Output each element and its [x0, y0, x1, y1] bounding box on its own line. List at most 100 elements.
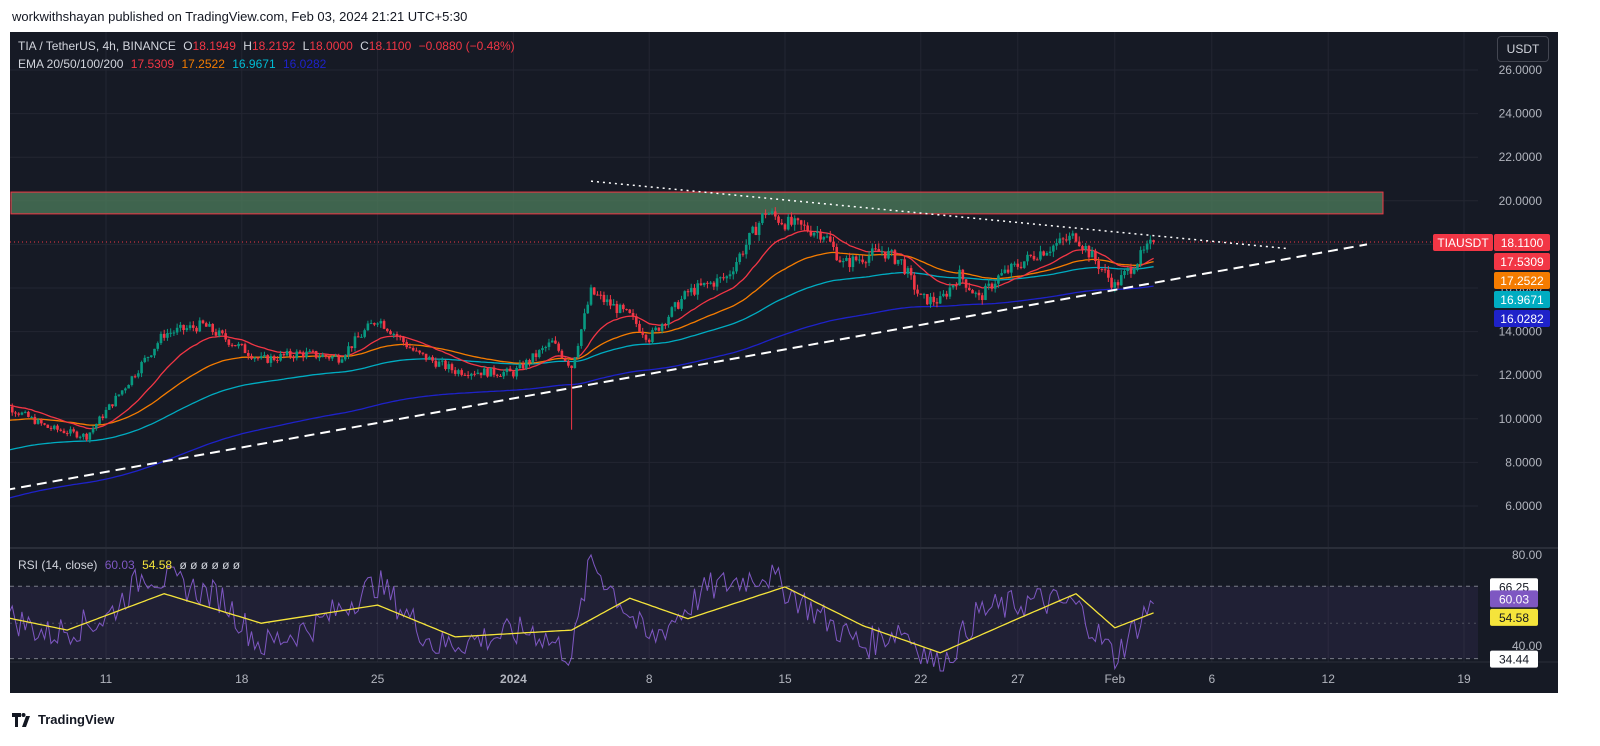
candle-body: [1084, 245, 1087, 250]
time-tick-label: 27: [1011, 672, 1025, 686]
candle: [1139, 246, 1142, 268]
candle: [638, 320, 641, 333]
publish-header: workwithshayan published on TradingView.…: [0, 0, 1600, 32]
candle: [117, 394, 121, 397]
candle: [893, 248, 897, 265]
price-tick-label: 26.0000: [1499, 63, 1543, 77]
candle: [402, 335, 405, 346]
candle-body: [188, 325, 192, 329]
candle: [182, 324, 185, 335]
candle-body: [971, 290, 974, 294]
currency-button[interactable]: USDT: [1497, 36, 1549, 62]
candle-body: [825, 236, 829, 238]
candle: [175, 323, 179, 336]
candle-body: [625, 309, 628, 311]
candle: [331, 355, 334, 362]
candle: [1000, 269, 1003, 277]
candle-body: [832, 241, 835, 248]
candle: [1132, 266, 1136, 275]
candle-body: [896, 259, 900, 264]
rsi-label[interactable]: RSI (14, close): [18, 558, 98, 572]
candle: [221, 329, 224, 335]
candle-body: [295, 351, 299, 359]
candle: [305, 347, 308, 360]
candle: [615, 300, 619, 318]
candle-body: [793, 218, 796, 225]
candle-body: [583, 313, 586, 330]
candle: [622, 303, 625, 313]
candle: [609, 295, 612, 310]
candle-body: [318, 357, 321, 359]
tradingview-logo-text[interactable]: TradingView: [38, 712, 115, 727]
candle-body: [993, 283, 997, 289]
candle-body: [738, 253, 742, 263]
candle-body: [483, 368, 486, 376]
candle-body: [1113, 282, 1117, 288]
candle: [751, 225, 754, 234]
candle: [867, 250, 871, 267]
candle-body: [107, 404, 111, 410]
candle-body: [557, 343, 560, 351]
candle: [185, 325, 189, 332]
candle-body: [592, 287, 596, 295]
candle: [596, 291, 599, 296]
candle: [1045, 251, 1049, 256]
candle: [1110, 273, 1113, 290]
candle-body: [428, 357, 431, 360]
candle-body: [363, 330, 366, 337]
candle-body: [224, 333, 227, 340]
low-label: L: [302, 39, 310, 53]
candle-body: [1039, 251, 1042, 260]
candle: [903, 255, 906, 276]
candle-body: [667, 316, 670, 325]
rsi-current-label: 60.03: [1499, 592, 1529, 606]
candle-body: [786, 216, 790, 230]
candle-body: [104, 409, 108, 419]
candle-body: [744, 244, 748, 255]
ema-label[interactable]: EMA 20/50/100/200: [18, 57, 124, 71]
candle-body: [1058, 238, 1062, 244]
candle: [741, 250, 745, 257]
candle-body: [731, 271, 735, 275]
candle-body: [628, 309, 632, 313]
candle: [534, 349, 538, 362]
candle: [243, 342, 247, 354]
candle: [1074, 232, 1078, 243]
chart-canvas[interactable]: 26.000024.000022.000020.000018.000016.00…: [10, 32, 1558, 693]
candle: [799, 219, 803, 231]
price-tick-label: 20.0000: [1499, 194, 1543, 208]
candle-body: [1123, 271, 1126, 276]
candle-body: [1029, 254, 1033, 256]
time-tick-label: 12: [1322, 672, 1336, 686]
candle: [592, 287, 596, 296]
candle: [686, 289, 690, 297]
candle-body: [52, 425, 56, 429]
candle-body: [337, 355, 341, 363]
candle-body: [402, 337, 405, 343]
candle: [373, 322, 376, 327]
price-tick-label: 8.0000: [1505, 455, 1542, 469]
candle-body: [1129, 268, 1133, 274]
candle: [748, 232, 751, 250]
candle: [631, 309, 635, 320]
candle-body: [609, 299, 612, 306]
candle-body: [997, 275, 1000, 284]
candle-body: [156, 343, 160, 349]
candle-body: [1000, 273, 1003, 276]
candle-body: [977, 292, 981, 296]
candle-body: [647, 339, 651, 343]
candle-body: [124, 388, 127, 391]
candle-body: [473, 373, 476, 375]
candle-body: [909, 268, 913, 276]
candle-body: [376, 323, 379, 325]
candle: [968, 282, 971, 291]
candle: [563, 357, 567, 362]
chart-frame[interactable]: 26.000024.000022.000020.000018.000016.00…: [10, 32, 1558, 693]
candle-body: [166, 333, 169, 338]
candle: [964, 279, 968, 293]
candle-body: [246, 353, 250, 356]
candle-body: [143, 357, 147, 363]
candle: [492, 365, 496, 378]
candle-body: [437, 361, 441, 367]
symbol-label[interactable]: TIA / TetherUS, 4h, BINANCE: [18, 39, 176, 53]
